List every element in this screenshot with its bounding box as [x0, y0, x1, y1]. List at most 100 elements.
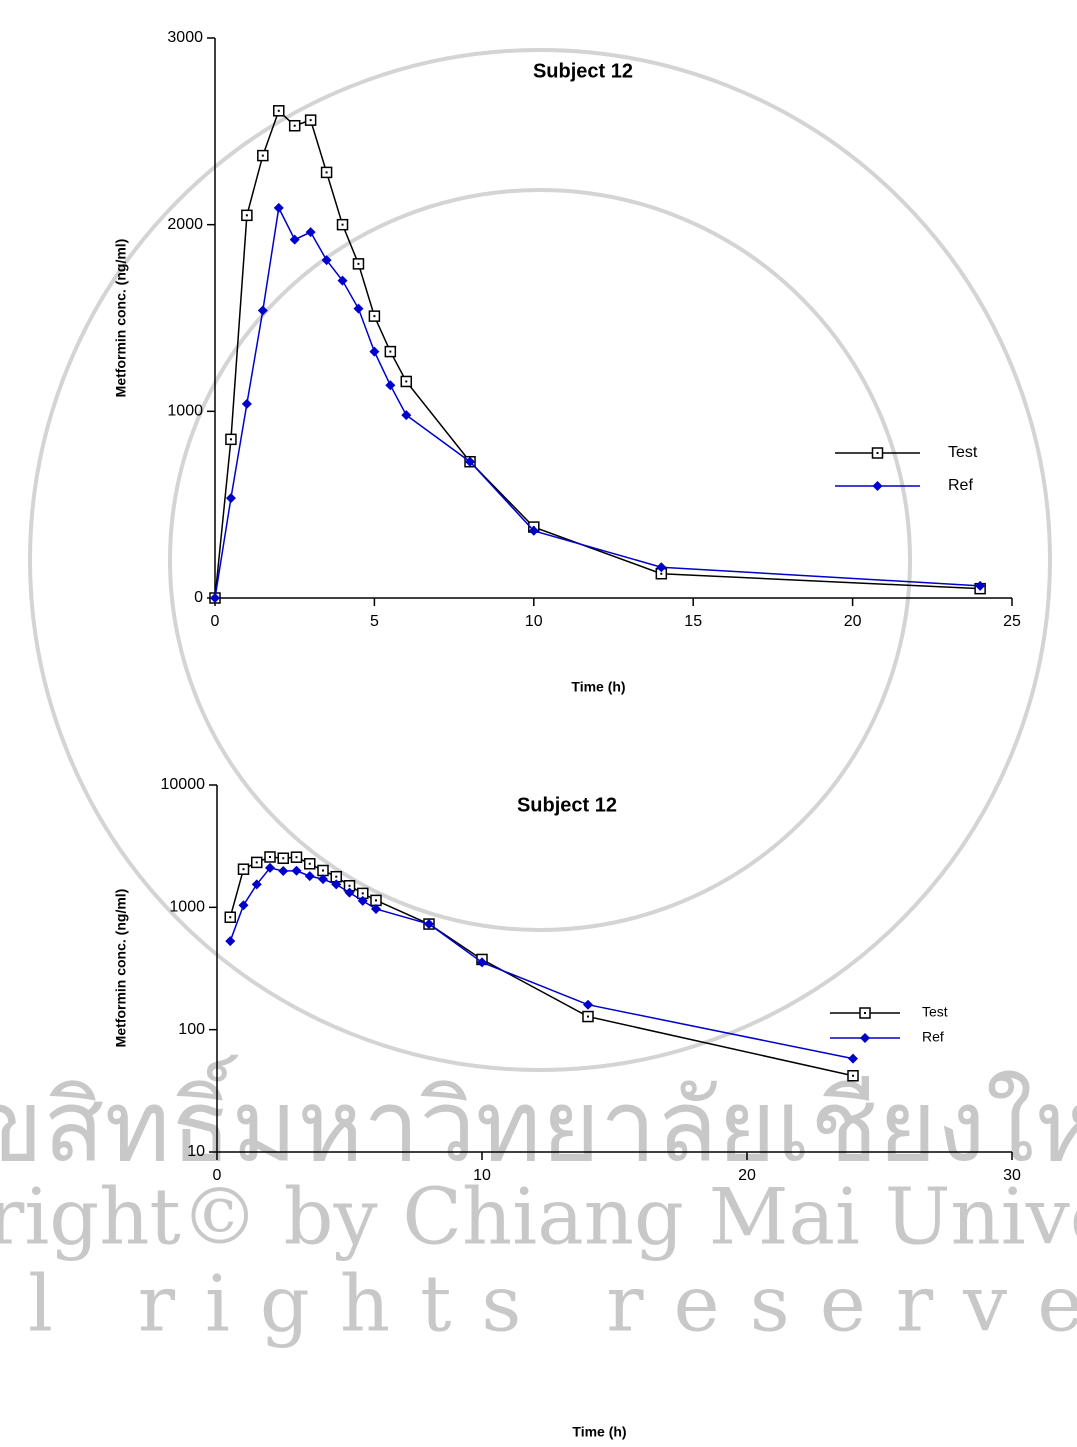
marker — [306, 227, 316, 237]
marker-dot — [296, 856, 298, 858]
marker-dot — [389, 351, 391, 353]
marker — [385, 347, 395, 357]
legend-label: Test — [948, 444, 978, 461]
marker-dot — [852, 1075, 854, 1077]
marker — [265, 852, 275, 862]
marker — [290, 235, 300, 245]
marker — [278, 853, 288, 863]
marker-dot — [660, 573, 662, 575]
y-tick-label: 2000 — [167, 216, 203, 233]
marker-dot — [357, 263, 359, 265]
marker — [369, 347, 379, 357]
marker — [290, 121, 300, 131]
x-tick-label: 10 — [473, 1167, 491, 1184]
marker-dot — [269, 856, 271, 858]
marker-dot — [322, 870, 324, 872]
marker — [583, 1000, 593, 1010]
legend-marker — [860, 1008, 870, 1018]
marker-dot — [587, 1016, 589, 1018]
marker — [401, 410, 411, 420]
y-tick-label: 100 — [178, 1021, 205, 1038]
x-tick-label: 0 — [213, 1167, 222, 1184]
chart-title: Subject 12 — [517, 794, 617, 816]
marker — [371, 895, 381, 905]
watermark-rights: All rights reserved — [0, 1260, 1077, 1350]
marker — [305, 859, 315, 869]
y-tick-label: 3000 — [167, 29, 203, 46]
marker-dot — [294, 125, 296, 127]
marker — [848, 1071, 858, 1081]
marker — [225, 912, 235, 922]
marker — [292, 866, 302, 876]
legend-marker — [860, 1033, 870, 1043]
series-line — [215, 208, 980, 598]
marker-dot — [375, 899, 377, 901]
legend-label: Test — [922, 1004, 948, 1020]
marker-dot — [282, 857, 284, 859]
marker-dot — [864, 1012, 866, 1014]
series-line — [230, 868, 853, 1059]
page: ลิขสิทธิ์มหาวิทยาลัยเชียงใหม่ Copyright©… — [0, 0, 1077, 1447]
y-tick-label: 1000 — [169, 899, 205, 916]
marker — [274, 203, 284, 213]
marker-dot — [310, 119, 312, 121]
marker-dot — [309, 863, 311, 865]
marker-dot — [230, 438, 232, 440]
legend-marker — [873, 481, 883, 491]
marker — [292, 852, 302, 862]
series-line — [215, 111, 980, 598]
legend-label: Ref — [922, 1029, 944, 1045]
marker-dot — [326, 171, 328, 173]
x-tick-label: 20 — [738, 1167, 756, 1184]
marker-dot — [405, 380, 407, 382]
series-line — [230, 857, 853, 1076]
legend-label: Ref — [948, 477, 973, 494]
marker — [353, 259, 363, 269]
marker-dot — [349, 885, 351, 887]
x-tick-label: 30 — [1003, 1167, 1021, 1184]
marker — [401, 376, 411, 386]
marker-dot — [342, 224, 344, 226]
marker — [242, 210, 252, 220]
watermark-thai: ลิขสิทธิ์มหาวิทยาลัยเชียงใหม่ — [0, 1055, 1077, 1185]
marker-dot — [256, 861, 258, 863]
marker — [239, 864, 249, 874]
seal — [30, 50, 1050, 1070]
marker — [305, 871, 315, 881]
y-tick-label: 10 — [187, 1143, 205, 1160]
marker — [385, 380, 395, 390]
marker-dot — [335, 876, 337, 878]
marker — [258, 306, 268, 316]
marker-dot — [278, 110, 280, 112]
marker — [318, 866, 328, 876]
marker — [226, 493, 236, 503]
marker-dot — [373, 315, 375, 317]
marker — [278, 866, 288, 876]
marker — [239, 900, 249, 910]
x-axis-label: Time (h) — [572, 1424, 626, 1440]
marker — [353, 304, 363, 314]
marker — [322, 167, 332, 177]
marker — [252, 857, 262, 867]
marker — [583, 1012, 593, 1022]
y-axis-label: Metformin conc. (ng/ml) — [113, 239, 129, 398]
marker-dot — [262, 155, 264, 157]
marker — [848, 1054, 858, 1064]
marker — [225, 936, 235, 946]
marker — [258, 151, 268, 161]
marker — [242, 399, 252, 409]
x-tick-label: 10 — [525, 613, 543, 630]
marker-dot — [246, 214, 248, 216]
x-tick-label: 0 — [211, 613, 220, 630]
watermark-copyright: Copyright© by Chiang Mai University — [0, 1173, 1077, 1263]
x-tick-label: 25 — [1003, 613, 1021, 630]
x-axis-label: Time (h) — [571, 679, 625, 695]
x-tick-label: 20 — [844, 613, 862, 630]
marker — [306, 115, 316, 125]
legend-marker — [873, 448, 883, 458]
y-tick-label: 10000 — [161, 776, 206, 793]
y-tick-label: 0 — [194, 589, 203, 606]
y-axis-label: Metformin conc. (ng/ml) — [113, 889, 129, 1048]
marker — [369, 311, 379, 321]
marker-dot — [243, 868, 245, 870]
